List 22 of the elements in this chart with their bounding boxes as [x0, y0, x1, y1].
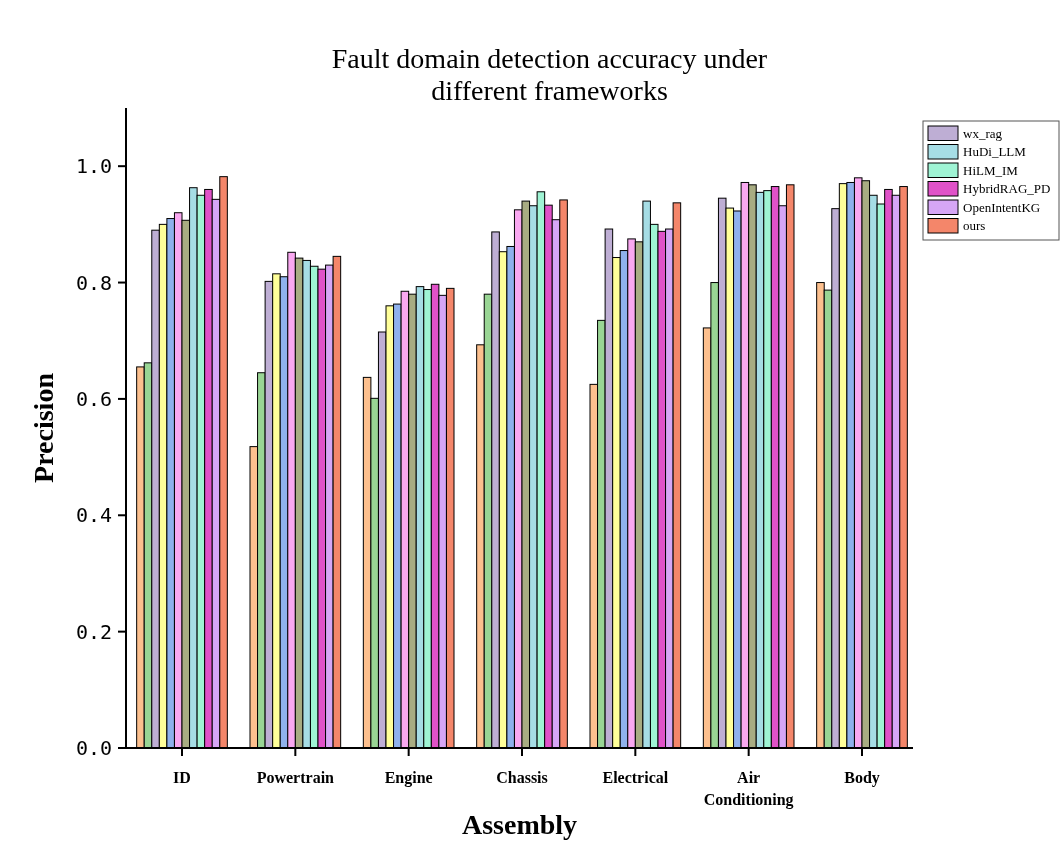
y-tick-label: 0.0 — [75, 736, 112, 760]
y-tick-label: 0.8 — [75, 270, 112, 295]
chart-title: Fault domain detection accuracy under different frameworks — [331, 43, 768, 106]
legend-label: OpenIntentKG — [963, 199, 1041, 215]
legend-label: HiLM_IM — [963, 162, 1019, 178]
x-tick-label: Engine — [384, 769, 433, 787]
y-axis-title: Precision — [28, 372, 59, 483]
y-tick-label: 1.0 — [75, 154, 112, 179]
y-tick-label: 0.2 — [75, 619, 112, 644]
x-tick-label: Electrical — [602, 769, 669, 786]
legend-label: ours — [963, 218, 986, 234]
legend-label: HuDi_LLM — [963, 144, 1027, 160]
x-tick-label: Powertrain — [256, 769, 335, 786]
x-tick-label: Body — [844, 769, 880, 787]
x-axis-title: Assembly — [461, 809, 578, 840]
legend-label: HybridRAG_PD — [963, 181, 1051, 197]
y-tick-label: 0.6 — [75, 386, 112, 411]
x-tick-label: ID — [173, 769, 191, 786]
y-tick-label: 0.4 — [75, 503, 112, 528]
x-tick-label: Air Conditioning — [703, 769, 794, 809]
legend-label: wx_rag — [963, 125, 1003, 141]
x-tick-label: Chassis — [496, 769, 548, 786]
